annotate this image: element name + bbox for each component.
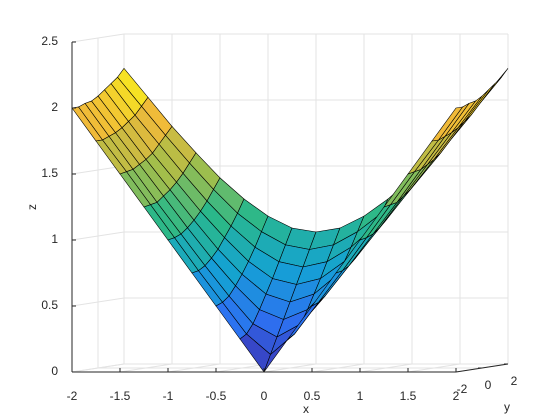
x-tick-label: 1.5 xyxy=(400,389,417,403)
y-axis-label: y xyxy=(504,400,510,414)
x-tick-label: 2 xyxy=(453,389,460,403)
y-tick-label: 0 xyxy=(485,378,492,392)
z-tick-label: 2 xyxy=(51,100,58,114)
surface-patch xyxy=(431,106,464,142)
grid-line xyxy=(71,231,125,241)
x-axis-label: x xyxy=(303,402,309,416)
surface-patch xyxy=(389,168,422,206)
z-tick-label: 1 xyxy=(51,232,58,246)
x-tick-label: -0.5 xyxy=(206,389,227,403)
grid-line xyxy=(71,363,125,373)
x-tick-label: 1 xyxy=(357,389,364,403)
grid-line xyxy=(71,33,125,43)
x-tick-label: 0 xyxy=(261,389,268,403)
z-axis-label: z xyxy=(25,204,39,210)
z-tick-label: 0.5 xyxy=(41,298,58,312)
x-tick-label: -2 xyxy=(67,389,78,403)
y-tick-label: 2 xyxy=(511,374,518,388)
x-tick-label: -1 xyxy=(163,389,174,403)
x-tick-label: -1.5 xyxy=(110,389,131,403)
z-tick-label: 2.5 xyxy=(41,34,58,48)
z-tick-label: 0 xyxy=(51,364,58,378)
y-tick-label: -2 xyxy=(457,382,468,396)
x-tick-label: 0.5 xyxy=(304,389,321,403)
grid-line xyxy=(71,297,125,307)
z-tick-label: 1.5 xyxy=(41,166,58,180)
